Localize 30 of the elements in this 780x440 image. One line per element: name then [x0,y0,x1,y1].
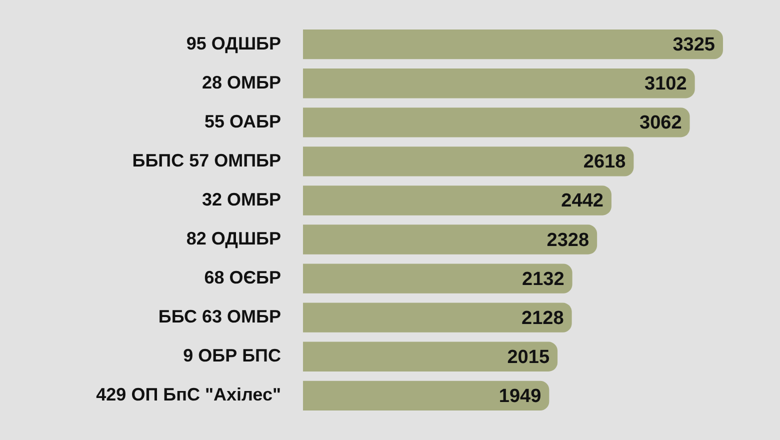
data-label: 2132 [522,268,564,290]
y-tick-label: 95 ОДШБР [186,33,281,54]
bar [303,264,572,294]
bar [303,146,634,176]
y-tick-label: 82 ОДШБР [186,228,281,248]
y-tick-label: 55 ОАБР [204,111,281,132]
y-tick-label: 32 ОМБР [202,189,281,210]
data-label: 2618 [583,152,626,173]
y-tick-label: 9 ОБР БПС [183,346,281,366]
bar [303,342,558,372]
bar [303,108,690,138]
bar [303,380,550,411]
y-tick-label: 429 ОП БпС "Ахілес" [96,384,281,405]
data-label: 1949 [498,386,542,407]
data-label: 2015 [507,346,550,368]
y-tick-label: ББПС 57 ОМПБР [132,150,281,170]
bar [303,68,695,98]
data-label: 2442 [561,190,604,212]
y-tick-label: 28 ОМБР [202,72,281,92]
y-tick-label: ББС 63 ОМБР [158,306,281,327]
data-label: 2328 [546,230,590,251]
data-label: 3325 [672,34,716,56]
bar [303,224,598,254]
data-label: 2128 [522,308,564,329]
bar [303,29,723,60]
y-tick-label: 68 ОЄБР [204,268,281,288]
bar [303,186,612,216]
bar [303,302,572,332]
data-label: 3102 [644,74,687,95]
data-label: 3062 [640,112,682,134]
